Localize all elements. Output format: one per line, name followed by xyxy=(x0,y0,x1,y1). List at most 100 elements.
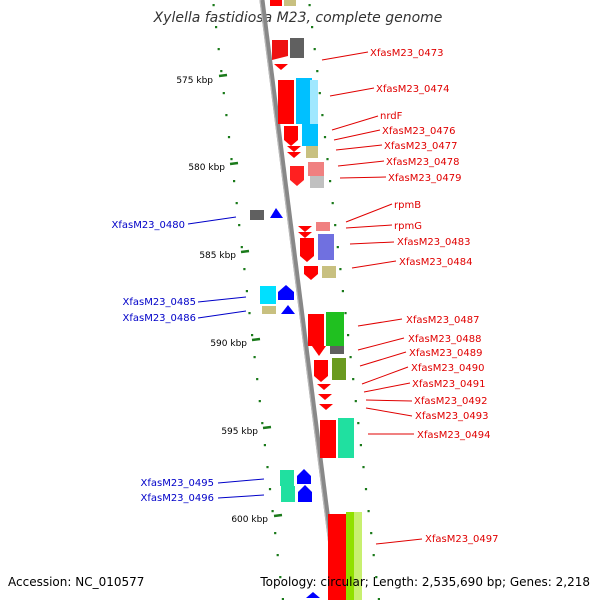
gene-feature[interactable] xyxy=(308,162,324,176)
dotted-track-right xyxy=(308,4,380,600)
gene-label[interactable]: XfasM23_0483 xyxy=(397,237,471,248)
gene-label[interactable]: nrdF xyxy=(380,111,403,122)
gene-feature[interactable] xyxy=(298,232,312,238)
track-dot xyxy=(357,422,360,425)
track-dot xyxy=(352,378,355,381)
gene-feature[interactable] xyxy=(290,38,304,58)
gene-feature[interactable] xyxy=(300,238,314,262)
gene-feature[interactable] xyxy=(287,146,301,152)
accession-label: Accession: NC_010577 xyxy=(8,575,144,589)
gene-feature[interactable] xyxy=(310,176,324,188)
gene-feature[interactable] xyxy=(346,512,354,600)
track-dot xyxy=(347,334,350,337)
gene-feature[interactable] xyxy=(281,486,295,502)
gene-feature[interactable] xyxy=(302,124,318,146)
tick-mark xyxy=(251,337,261,342)
forward-gene-labels: XfasM23_0473 XfasM23_0474 nrdF XfasM23_0… xyxy=(370,48,499,545)
gene-feature[interactable] xyxy=(319,404,333,410)
gene-feature[interactable] xyxy=(296,78,312,124)
track-dot xyxy=(334,224,337,227)
gene-feature[interactable] xyxy=(298,226,312,232)
gene-label[interactable]: XfasM23_0477 xyxy=(384,141,458,152)
gene-feature[interactable] xyxy=(317,384,331,390)
gene-label[interactable]: XfasM23_0489 xyxy=(409,348,483,359)
gene-feature[interactable] xyxy=(297,469,311,484)
gene-feature[interactable] xyxy=(287,152,301,158)
tick-label: 600 kbp xyxy=(231,515,268,525)
gene-feature[interactable] xyxy=(270,208,283,218)
gene-feature[interactable] xyxy=(284,126,298,146)
gene-feature[interactable] xyxy=(354,512,362,600)
track-dot xyxy=(318,92,321,95)
gene-feature[interactable] xyxy=(284,0,296,6)
gene-label[interactable]: XfasM23_0479 xyxy=(388,173,462,184)
gene-feature[interactable] xyxy=(332,358,346,380)
gene-label[interactable]: XfasM23_0485 xyxy=(122,297,196,308)
track-dot xyxy=(323,136,327,139)
gene-feature[interactable] xyxy=(272,40,288,60)
gene-feature[interactable] xyxy=(262,306,276,314)
tick-label: 580 kbp xyxy=(188,163,225,173)
gene-feature[interactable] xyxy=(250,210,264,220)
gene-label[interactable]: XfasM23_0495 xyxy=(140,478,214,489)
gene-label[interactable]: XfasM23_0474 xyxy=(376,84,450,95)
gene-label[interactable]: XfasM23_0492 xyxy=(414,396,488,407)
gene-feature[interactable] xyxy=(312,346,326,356)
gene-feature[interactable] xyxy=(280,470,294,486)
gene-label[interactable]: XfasM23_0494 xyxy=(417,430,491,441)
gene-feature[interactable] xyxy=(320,420,336,458)
gene-feature[interactable] xyxy=(310,80,318,124)
gene-label[interactable]: XfasM23_0486 xyxy=(122,313,196,324)
track-dot xyxy=(375,576,378,579)
gene-label[interactable]: XfasM23_0497 xyxy=(425,534,499,545)
track-dot xyxy=(321,114,324,117)
gene-label[interactable]: rpmG xyxy=(394,221,422,232)
gene-feature[interactable] xyxy=(306,592,320,598)
track-dot xyxy=(308,4,311,7)
tick-mark xyxy=(262,425,272,430)
gene-label[interactable]: XfasM23_0487 xyxy=(406,315,480,326)
gene-feature[interactable] xyxy=(290,166,304,186)
track-dot xyxy=(253,356,256,359)
gene-feature[interactable] xyxy=(308,314,324,346)
track-dot xyxy=(266,466,269,469)
gene-label[interactable]: rpmB xyxy=(394,200,421,211)
track-dot xyxy=(276,554,279,557)
gene-feature[interactable] xyxy=(304,266,318,280)
gene-label[interactable]: XfasM23_0473 xyxy=(370,48,444,59)
gene-feature[interactable] xyxy=(316,222,330,231)
gene-label[interactable]: XfasM23_0496 xyxy=(140,493,214,504)
track-dot xyxy=(311,26,314,29)
gene-feature[interactable] xyxy=(318,234,334,260)
gene-label[interactable]: XfasM23_0476 xyxy=(382,126,456,137)
track-dot xyxy=(370,532,373,535)
gene-feature[interactable] xyxy=(322,266,336,278)
tick-mark xyxy=(273,513,283,518)
gene-label[interactable]: XfasM23_0478 xyxy=(386,157,460,168)
gene-feature[interactable] xyxy=(338,418,354,458)
gene-feature[interactable] xyxy=(260,286,276,304)
gene-feature[interactable] xyxy=(330,346,344,354)
gene-feature[interactable] xyxy=(318,394,332,400)
gene-label[interactable]: XfasM23_0480 xyxy=(111,220,185,231)
gene-label[interactable]: XfasM23_0493 xyxy=(415,411,489,422)
track-dot xyxy=(359,444,362,447)
track-dot xyxy=(344,312,347,315)
gene-feature[interactable] xyxy=(328,514,346,600)
gene-feature[interactable] xyxy=(281,305,295,314)
track-dot xyxy=(339,268,342,271)
gene-feature[interactable] xyxy=(274,64,288,70)
gene-label[interactable]: XfasM23_0491 xyxy=(412,379,486,390)
gene-feature[interactable] xyxy=(326,312,344,346)
track-dot xyxy=(279,576,282,579)
gene-feature[interactable] xyxy=(278,285,294,300)
gene-label[interactable]: XfasM23_0490 xyxy=(411,363,485,374)
gene-feature[interactable] xyxy=(278,80,294,124)
gene-label[interactable]: XfasM23_0484 xyxy=(399,257,473,268)
tick-mark xyxy=(240,249,250,254)
gene-feature[interactable] xyxy=(270,0,282,6)
gene-feature[interactable] xyxy=(298,485,312,502)
gene-feature[interactable] xyxy=(314,360,328,382)
gene-feature[interactable] xyxy=(306,146,318,158)
gene-label[interactable]: XfasM23_0488 xyxy=(408,334,482,345)
